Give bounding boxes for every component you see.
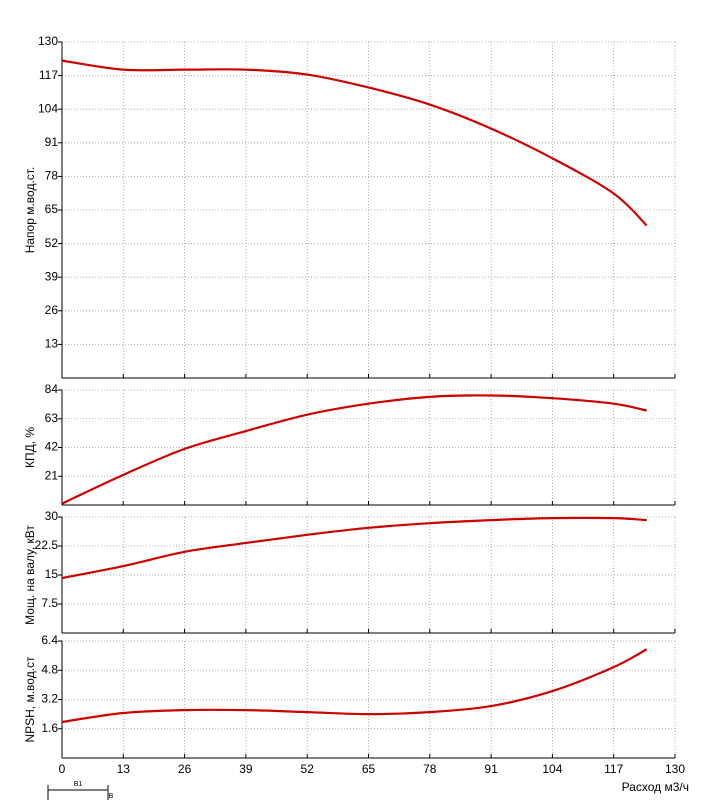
y-tick-label: 65 [45,202,59,216]
y-tick-label: 63 [45,411,59,425]
y-tick-label: 7.5 [41,596,58,610]
x-tick-label: 65 [362,762,376,776]
y-tick-label: 22.5 [35,538,59,552]
y-tick-label: 117 [39,68,58,82]
y-tick-label: 6.4 [41,633,58,647]
y-tick-label: 84 [45,382,59,396]
annotation: B1 [74,781,83,788]
curve [61,648,648,724]
x-tick-label: 26 [178,762,192,776]
y-axis-label: Мощ. на валу, кВт [23,525,37,625]
curve [61,59,648,227]
x-tick-label: 0 [59,762,66,776]
y-axis-label: NPSH, м.вод.ст [23,656,37,743]
x-tick-label: 13 [117,762,131,776]
y-tick-label: 130 [38,34,58,48]
y-tick-label: 4.8 [41,662,58,676]
x-tick-label: 78 [423,762,437,776]
x-tick-label: 91 [484,762,498,776]
x-tick-label: 104 [542,762,562,776]
y-tick-label: 78 [45,169,59,183]
x-tick-label: 130 [665,762,685,776]
y-tick-label: 26 [45,303,59,317]
y-tick-label: 52 [45,236,59,250]
x-tick-label: 39 [239,762,253,776]
y-tick-label: 3.2 [41,692,58,706]
y-tick-label: 42 [45,440,59,454]
x-axis-label: Расход м3/ч [622,780,689,794]
annotation: B [109,793,114,800]
curve [61,516,647,580]
x-tick-label: 52 [301,762,315,776]
y-tick-label: 13 [45,337,59,351]
y-tick-label: 30 [45,509,59,523]
x-tick-label: 117 [604,762,623,776]
y-axis-label: КПД, % [23,427,37,468]
y-tick-label: 15 [45,567,59,581]
curve [61,394,647,505]
y-axis-label: Напор м.вод.ст. [23,167,37,254]
y-tick-label: 104 [38,101,58,115]
y-tick-label: 91 [45,135,59,149]
y-tick-label: 1.6 [41,721,58,735]
y-tick-label: 21 [45,468,59,482]
y-tick-label: 39 [45,269,59,283]
